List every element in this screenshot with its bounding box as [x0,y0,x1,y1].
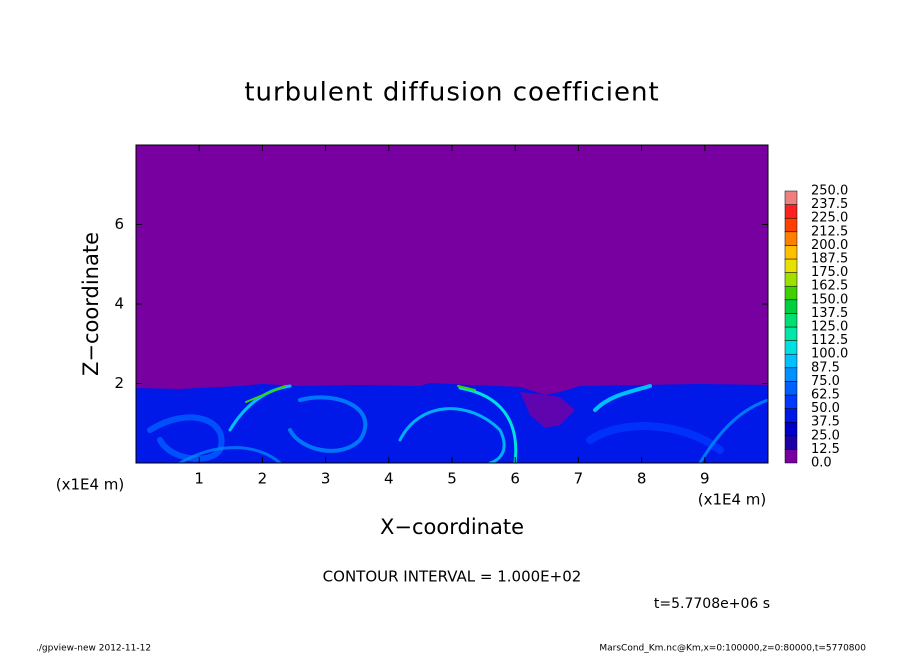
colorbar-label: 175.0 [811,265,848,280]
x-tick-label: 6 [510,470,520,488]
colorbar-label: 112.5 [811,333,848,348]
colorbar-box [784,421,798,437]
x-tick-label: 2 [258,470,268,488]
chart-title: turbulent diffusion coefficient [244,78,659,108]
x-axis-label: X−coordinate [380,515,524,539]
y-tick-label: 4 [114,295,124,313]
colorbar-label: 75.0 [811,374,840,389]
colorbar-box [784,245,798,260]
x-tick-label: 4 [384,470,394,488]
colorbar-box [784,272,798,287]
colorbar-label: 50.0 [811,401,840,416]
colorbar-label: 162.5 [811,279,848,294]
y-tick-label: 2 [114,374,124,392]
colorbar-label: 87.5 [811,360,840,375]
footer-right: MarsCond_Km.nc@Km,x=0:100000,z=0:80000,t… [599,644,866,654]
colorbar-box [784,258,798,273]
colorbar-box [784,204,798,219]
x-tick-label: 8 [637,470,647,488]
colorbar-box [784,285,798,301]
x-tick-label: 1 [194,470,204,488]
colorbar-box [784,449,798,464]
colorbar-label: 250.0 [811,184,848,199]
colorbar-box [784,313,798,328]
calm-patch [520,392,575,428]
colorbar-box [784,435,798,450]
colorbar-box [784,367,798,382]
colorbar-label: 12.5 [811,442,840,457]
x-tick-label: 9 [700,470,710,488]
x-tick-label: 7 [574,470,584,488]
colorbar-label: 0.0 [811,456,832,471]
colorbar-label: 25.0 [811,428,840,443]
colorbar-label: 150.0 [811,292,848,307]
colorbar-box [784,381,798,396]
x-tick-label: 5 [447,470,457,488]
y-axis-label: Z−coordinate [79,232,103,376]
colorbar-box [784,394,798,409]
turbulent-layer [136,383,768,463]
footer-left: ./gpview-new 2012-11-12 [36,644,151,654]
x-tick-label: 3 [321,470,331,488]
colorbar-label: 100.0 [811,347,848,362]
colorbar-label: 62.5 [811,388,840,403]
colorbar-box [784,408,798,423]
colorbar-box [784,190,798,205]
colorbar-label: 137.5 [811,306,848,321]
colorbar-box [784,217,798,233]
colorbar-box [784,231,798,246]
colorbar-label: 225.0 [811,211,848,226]
field [136,145,768,463]
x-unit-right: (x1E4 m) [698,491,767,509]
colorbar-box [784,340,798,355]
colorbar-label: 37.5 [811,415,840,430]
colorbar-label: 187.5 [811,252,848,267]
colorbar-label: 212.5 [811,224,848,239]
colorbar-label: 125.0 [811,320,848,335]
time-label: t=5.7708e+06 s [654,596,770,612]
swirls [147,384,768,463]
x-unit-left: (x1E4 m) [56,476,125,494]
colorbar-box [784,353,798,369]
colorbar-box [784,326,798,341]
colorbar-label: 237.5 [811,197,848,212]
y-tick-label: 6 [114,215,124,233]
contour-interval: CONTOUR INTERVAL = 1.000E+02 [323,568,582,586]
colorbar-box [784,299,798,314]
colorbar-label: 200.0 [811,238,848,253]
